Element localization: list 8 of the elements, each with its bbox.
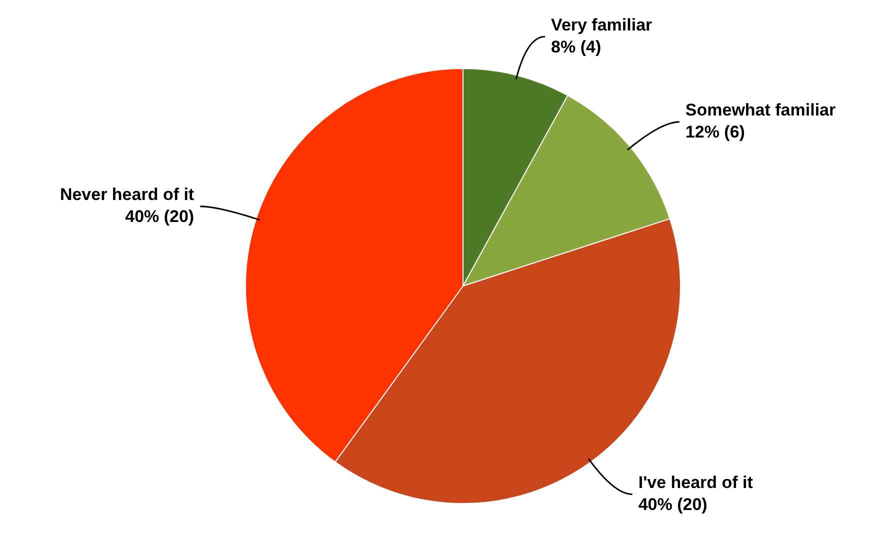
data-label: 40% (20) xyxy=(125,207,194,226)
data-label: 8% (4) xyxy=(551,37,602,56)
data-label: 12% (6) xyxy=(685,122,745,142)
slice-label: Somewhat familiar xyxy=(685,100,836,120)
slice-label: I've heard of it xyxy=(638,473,754,492)
data-label: 40% (20) xyxy=(638,495,708,514)
slice-label: Never heard of it xyxy=(60,185,194,204)
slice-label: Very familiar xyxy=(551,15,653,34)
